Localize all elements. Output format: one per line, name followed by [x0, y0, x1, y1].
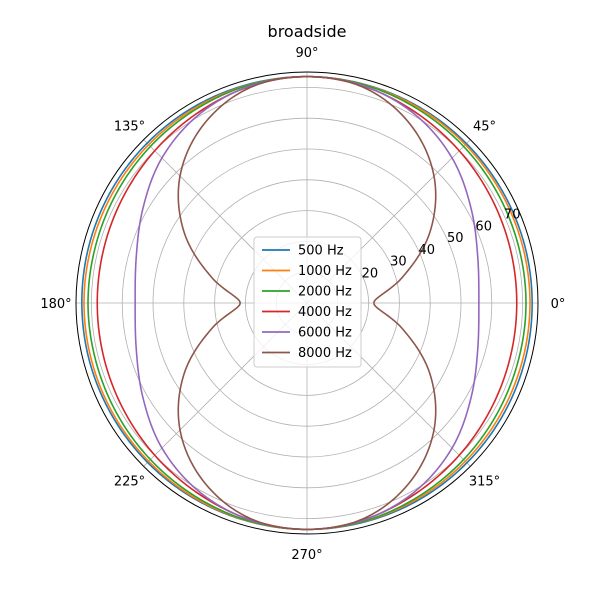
r-tick-label-0: 20: [362, 266, 379, 281]
theta-tick-label-3: 135°: [114, 120, 145, 135]
legend-label-4: 6000 Hz: [298, 326, 352, 341]
legend-label-2: 2000 Hz: [298, 285, 352, 300]
theta-tick-label-2: 90°: [295, 46, 318, 61]
legend-box: [253, 236, 362, 368]
theta-tick-label-4: 180°: [40, 297, 71, 312]
series-line-3: [96, 75, 518, 531]
r-tick-label-1: 30: [390, 255, 407, 270]
legend-label-5: 8000 Hz: [298, 346, 352, 361]
chart-title: broadside: [268, 22, 347, 41]
theta-tick-label-0: 0°: [551, 297, 566, 312]
r-tick-label-3: 50: [447, 231, 464, 246]
r-tick-labels: 20 30 40 50 60 70: [362, 208, 521, 282]
r-tick-label-5: 70: [504, 208, 521, 223]
series-line-2: [87, 75, 527, 531]
series-line-1: [83, 75, 531, 531]
theta-tick-label-5: 225°: [114, 475, 145, 490]
theta-tick-label-6: 270°: [291, 548, 322, 563]
r-tick-label-4: 60: [475, 219, 492, 234]
r-tick-label-2: 40: [419, 243, 436, 258]
theta-tick-label-7: 315°: [469, 475, 500, 490]
theta-tick-label-1: 45°: [473, 120, 496, 135]
series-line-5: [177, 75, 437, 531]
legend-label-1: 1000 Hz: [298, 264, 352, 279]
theta-tick-labels: 0° 45° 90° 135° 180° 225° 270° 315°: [40, 46, 565, 563]
series-line-0: [81, 75, 533, 531]
series-line-4: [134, 75, 480, 531]
legend: 500 Hz 1000 Hz 2000 Hz 4000 Hz 6000 Hz 8000 H…: [253, 236, 362, 368]
series-lines: [81, 75, 533, 531]
legend-label-0: 500 Hz: [298, 244, 344, 259]
polar-frame: [75, 71, 539, 535]
legend-label-3: 4000 Hz: [298, 305, 352, 320]
